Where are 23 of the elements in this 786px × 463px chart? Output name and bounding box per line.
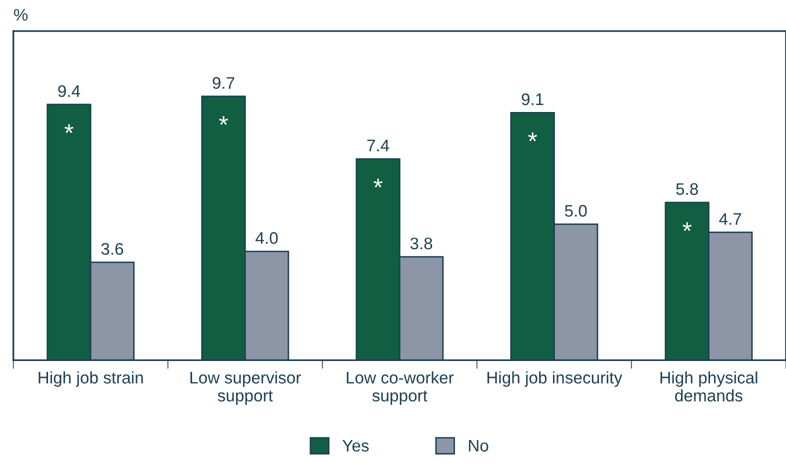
data-label: 9.1: [522, 93, 544, 106]
annotation: *: [682, 222, 692, 232]
annotation: *: [64, 124, 74, 134]
data-label: 5.0: [564, 204, 587, 217]
data-label: 9.4: [58, 85, 80, 98]
data-label: 3.6: [101, 243, 124, 255]
data-label: 5.8: [676, 183, 698, 195]
data-label: 4.0: [256, 232, 278, 244]
y-axis-title: %: [14, 8, 28, 21]
legend-label: No: [468, 440, 488, 452]
data-label: 7.4: [367, 140, 390, 152]
annotation: *: [219, 116, 228, 125]
legend-label: Yes: [342, 440, 369, 452]
annotation: *: [374, 178, 383, 188]
data-label: 9.7: [212, 77, 234, 89]
x-tick-label: Low co-worker support: [346, 371, 454, 405]
x-tick-label: Low supervisor support: [190, 371, 301, 405]
annotation: *: [528, 132, 538, 142]
x-tick-label: High job strain: [38, 371, 143, 387]
data-label: 4.7: [719, 213, 742, 225]
x-tick-label: High job insecurity: [487, 371, 622, 387]
data-label: 3.8: [410, 238, 432, 250]
x-tick-label: High physical demands: [660, 371, 758, 402]
